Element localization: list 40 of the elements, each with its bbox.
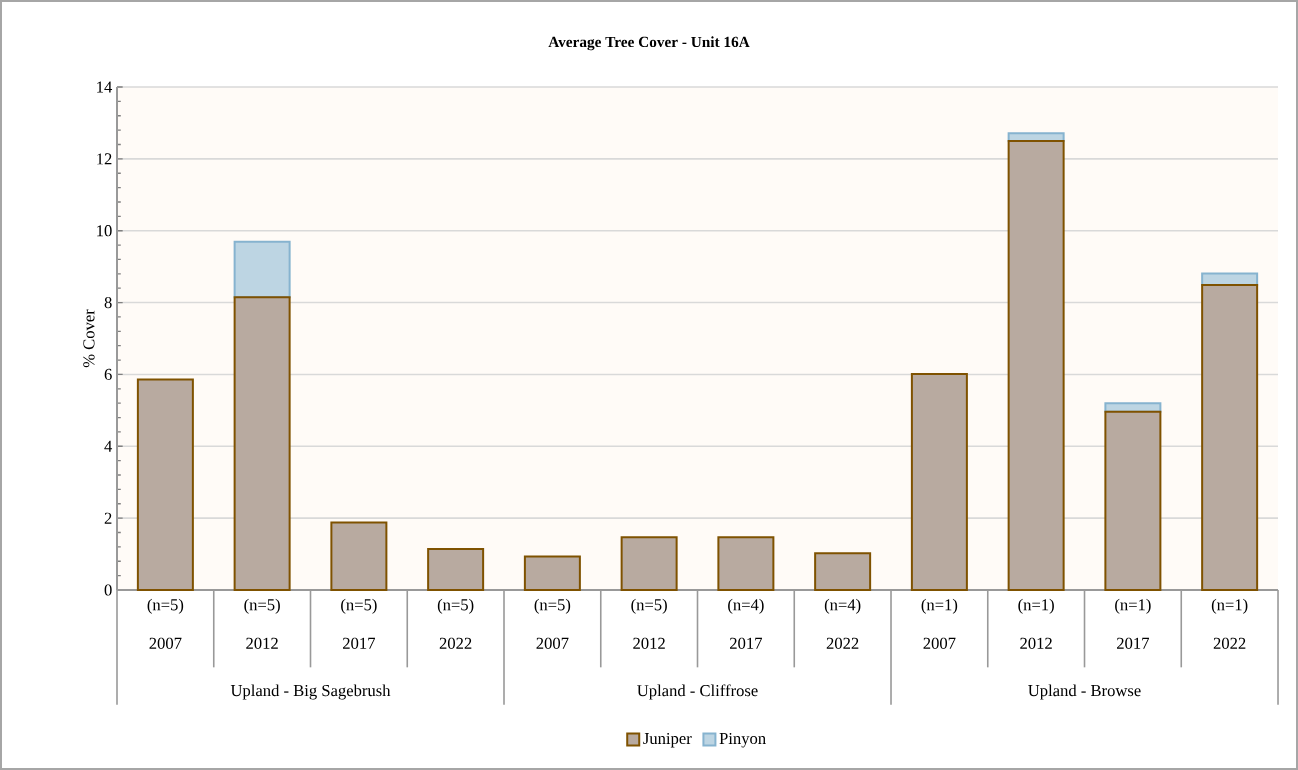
y-tick-label: 10 (97, 225, 112, 237)
category-label: (n=4) 2017 (728, 598, 764, 649)
category-label: (n=1) 2017 (1115, 598, 1151, 649)
category-label: (n=5) 2012 (631, 598, 667, 649)
bar (136, 378, 194, 591)
bar (233, 296, 291, 591)
category-label: (n=1) 2007 (921, 598, 958, 649)
category-label: (n=4) 2022 (824, 598, 861, 649)
category-label: (n=5) 2007 (534, 598, 571, 649)
y-tick-label: 12 (97, 153, 112, 165)
y-axis-title: % Cover (83, 309, 95, 368)
category-label: (n=5) 2017 (341, 598, 377, 649)
bar (910, 373, 968, 591)
text: Upland - Browse (1028, 684, 1141, 700)
legend-label: Juniper (643, 732, 692, 748)
bar (1201, 283, 1259, 591)
chart-title: Average Tree Cover - Unit 16A (548, 36, 750, 51)
bar (1104, 410, 1162, 591)
category-label: (n=5) 2022 (437, 598, 474, 649)
bar (330, 521, 388, 591)
y-tick-label: 14 (97, 81, 113, 93)
category-label: (n=1) 2022 (1211, 598, 1248, 649)
category-label: (n=5) 2012 (244, 598, 280, 649)
text: Upland - Big Sagebrush (230, 684, 391, 700)
y-tick-label: 0 (104, 584, 112, 596)
y-tick-label: 6 (104, 368, 112, 381)
bar (814, 552, 872, 591)
text: Upland - Cliffrose (637, 684, 758, 700)
y-tick-label: 4 (104, 440, 113, 452)
legend-label: Pinyon (719, 732, 766, 748)
y-tick-label: 8 (104, 296, 112, 309)
bar (620, 536, 678, 591)
bar (233, 240, 291, 299)
category-label: (n=5) 2007 (147, 598, 184, 649)
y-tick-label: 2 (104, 512, 112, 524)
bar (523, 555, 581, 591)
category-label: (n=1) 2012 (1018, 598, 1054, 649)
bar (427, 548, 485, 591)
bar (717, 536, 775, 591)
bar (1007, 139, 1065, 591)
